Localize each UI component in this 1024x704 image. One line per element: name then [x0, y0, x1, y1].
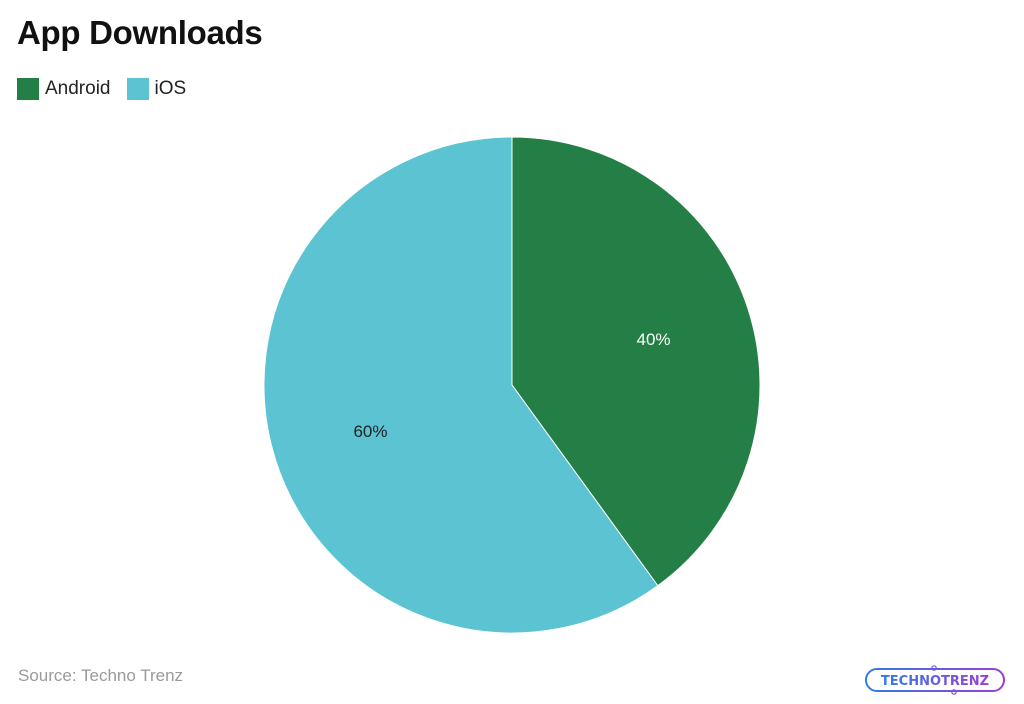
logo-text: TECHNOTRENZ: [881, 674, 989, 689]
legend-item-android: Android: [17, 78, 111, 100]
legend-swatch-android: [17, 78, 39, 100]
chart-title: App Downloads: [17, 14, 263, 51]
legend-label: iOS: [154, 78, 187, 99]
slice-label-android: 40%: [637, 330, 671, 349]
pie-slice-ios: [263, 136, 659, 634]
legend-label: Android: [45, 78, 111, 99]
legend: Android iOS: [17, 78, 202, 100]
technotrenz-logo: TECHNOTRENZ: [865, 665, 1005, 695]
legend-swatch-ios: [126, 78, 149, 100]
pie-slice-android: [511, 136, 761, 587]
legend-item-ios: iOS: [126, 78, 187, 100]
pie-slices: [263, 136, 761, 634]
slice-label-ios: 60%: [353, 422, 387, 441]
source-note: Source: Techno Trenz: [18, 666, 184, 685]
pie-labels: 40% 60%: [353, 330, 670, 441]
